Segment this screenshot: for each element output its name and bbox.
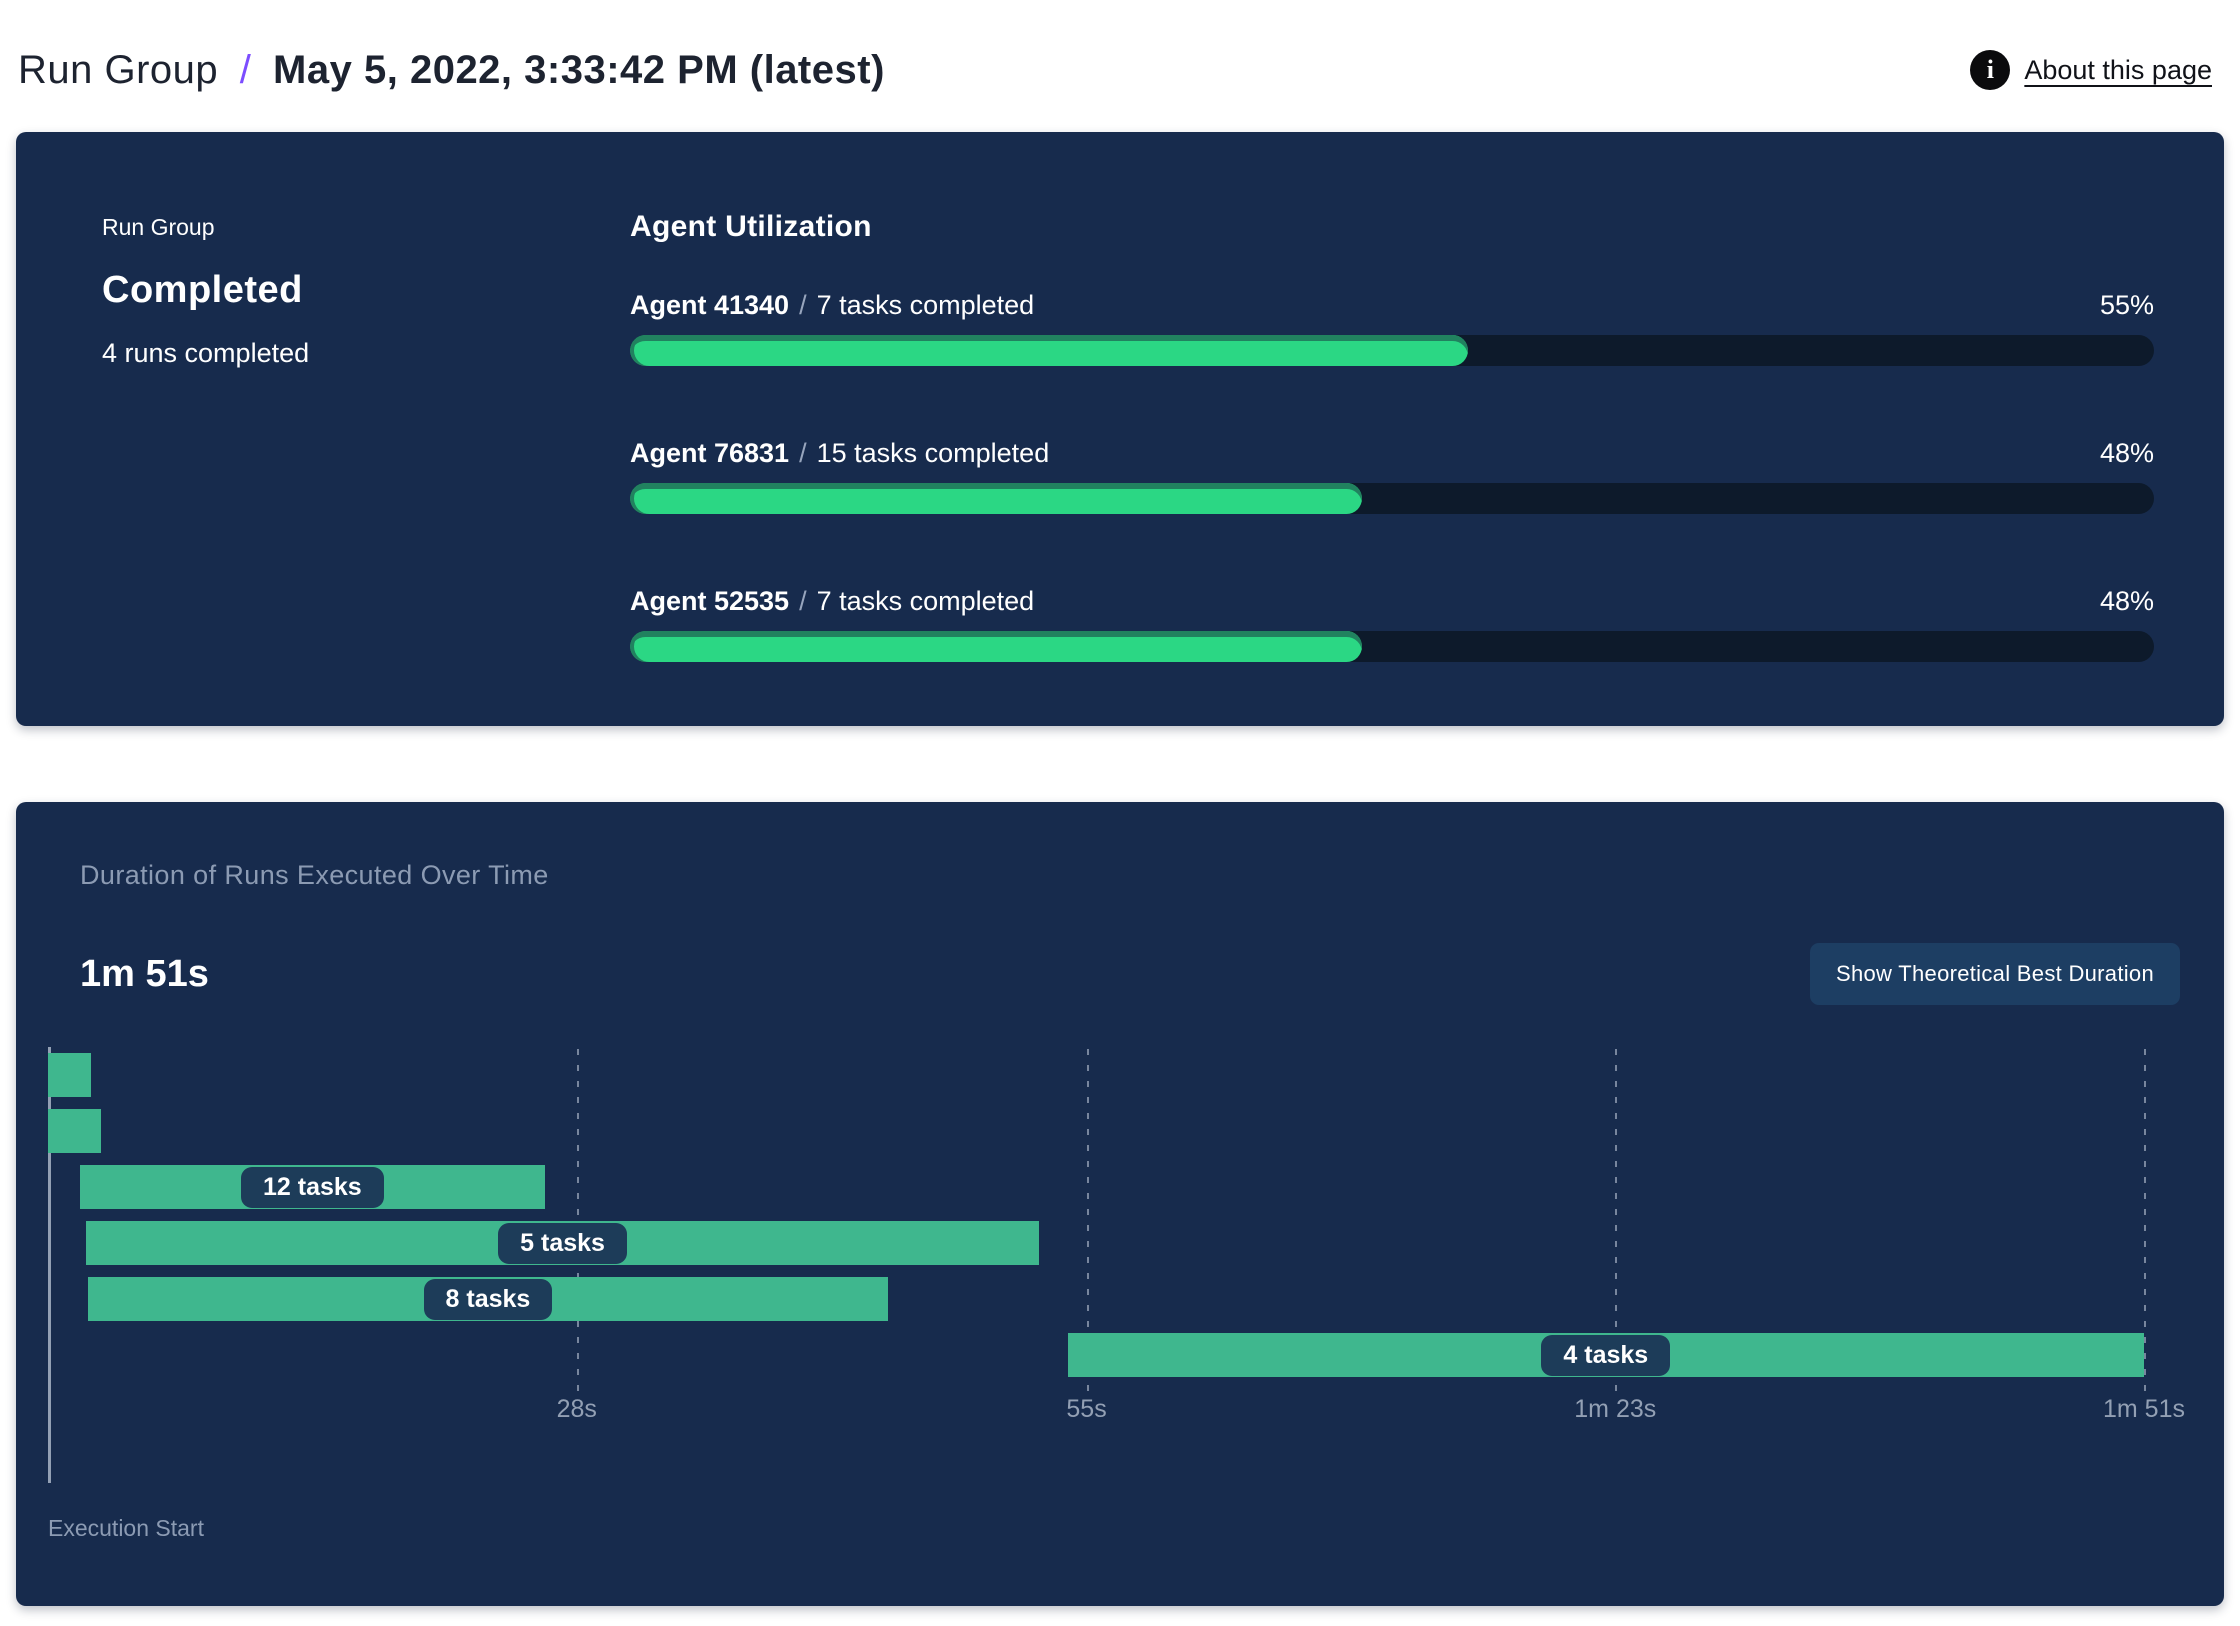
- agent-name: Agent 52535: [630, 586, 790, 616]
- agent-utilization-percent: 48%: [2099, 438, 2154, 468]
- run-group-status-column: Run Group Completed 4 runs completed: [82, 210, 630, 662]
- gantt-chart: 12 tasks 5 tasks 8 tasks 4 tasks 28s 55s 1m 2…: [48, 1047, 2185, 1483]
- breadcrumb: Run Group / May 5, 2022, 3:33:42 PM (lat…: [18, 48, 885, 93]
- task-count-pill: 5 tasks: [498, 1222, 627, 1264]
- execution-start-label: Execution Start: [48, 1515, 204, 1541]
- agent-name: Agent 76831: [630, 438, 790, 468]
- agent-tasks-completed: 7 tasks completed: [816, 290, 1035, 320]
- agent-label-line: Agent 76831 / 15 tasks completed 48%: [630, 438, 2154, 469]
- total-duration-value: 1m 51s: [80, 952, 209, 995]
- about-link-label: About this page: [2024, 54, 2212, 85]
- duration-panel: Duration of Runs Executed Over Time 1m 5…: [16, 802, 2224, 1606]
- agent-tasks-completed: 15 tasks completed: [816, 438, 1050, 468]
- run-group-status: Completed: [102, 269, 303, 311]
- gantt-run-bar[interactable]: [48, 1053, 92, 1097]
- task-count-pill: 8 tasks: [423, 1278, 553, 1320]
- execution-start-axis-line: [48, 1047, 51, 1483]
- gantt-tick-label: 55s: [1066, 1395, 1107, 1423]
- agent-utilization-percent: 55%: [2099, 290, 2154, 320]
- breadcrumb-separator-icon: /: [239, 47, 252, 92]
- label-separator: /: [799, 290, 807, 320]
- page-title: May 5, 2022, 3:33:42 PM (latest): [273, 47, 885, 92]
- show-theoretical-best-duration-button[interactable]: Show Theoretical Best Duration: [1810, 943, 2180, 1005]
- gantt-tick-label: 1m 23s: [1574, 1395, 1657, 1423]
- gantt-gridline: [1086, 1049, 1089, 1401]
- gantt-area: 12 tasks 5 tasks 8 tasks 4 tasks: [48, 1049, 2146, 1401]
- gantt-run-bar[interactable]: [48, 1109, 101, 1153]
- gantt-run-bar[interactable]: 12 tasks: [80, 1165, 545, 1209]
- info-icon: i: [1970, 50, 2011, 90]
- agent-utilization-percent: 48%: [2099, 586, 2154, 616]
- page-header: Run Group / May 5, 2022, 3:33:42 PM (lat…: [0, 0, 2240, 118]
- duration-chart-title: Duration of Runs Executed Over Time: [80, 860, 549, 890]
- label-separator: /: [799, 438, 807, 468]
- gantt-gridline: [2144, 1049, 2146, 1401]
- agent-row: Agent 41340 / 7 tasks completed 55%: [630, 290, 2154, 366]
- utilization-progress-fill: [630, 631, 1362, 662]
- utilization-progress-track: [630, 483, 2154, 514]
- label-separator: /: [799, 586, 807, 616]
- breadcrumb-root[interactable]: Run Group: [18, 47, 219, 92]
- agent-name: Agent 41340: [630, 290, 790, 320]
- agent-row: Agent 52535 / 7 tasks completed 48%: [630, 586, 2154, 662]
- task-count-pill: 12 tasks: [241, 1166, 384, 1208]
- run-group-label: Run Group: [102, 214, 215, 240]
- duration-header-row: 1m 51s Show Theoretical Best Duration: [16, 943, 2224, 1005]
- agent-tasks-completed: 7 tasks completed: [816, 586, 1035, 616]
- agent-utilization-section: Agent Utilization Agent 41340 / 7 tasks …: [630, 210, 2158, 662]
- task-count-pill: 4 tasks: [1541, 1334, 1671, 1376]
- utilization-progress-track: [630, 631, 2154, 662]
- utilization-progress-track: [630, 335, 2154, 366]
- gantt-tick-label: 1m 51s: [2103, 1395, 2185, 1423]
- gantt-gridline: [1615, 1049, 1618, 1401]
- run-group-summary-panel: Run Group Completed 4 runs completed Age…: [16, 132, 2224, 726]
- gantt-run-bar[interactable]: 5 tasks: [85, 1221, 1040, 1265]
- utilization-progress-fill: [630, 483, 1362, 514]
- agent-label-line: Agent 41340 / 7 tasks completed 55%: [630, 290, 2154, 321]
- gantt-axis-labels: 28s 55s 1m 23s 1m 51s: [48, 1395, 2185, 1431]
- gantt-run-bar[interactable]: 4 tasks: [1067, 1333, 2144, 1377]
- gantt-tick-label: 28s: [556, 1395, 597, 1423]
- agent-row: Agent 76831 / 15 tasks completed 48%: [630, 438, 2154, 514]
- utilization-progress-fill: [630, 335, 1469, 366]
- agent-utilization-title: Agent Utilization: [630, 210, 872, 243]
- gantt-run-bar[interactable]: 8 tasks: [87, 1277, 889, 1321]
- runs-completed-count: 4 runs completed: [102, 338, 310, 368]
- about-this-page-link[interactable]: i About this page: [1970, 50, 2212, 90]
- agent-label-line: Agent 52535 / 7 tasks completed 48%: [630, 586, 2154, 617]
